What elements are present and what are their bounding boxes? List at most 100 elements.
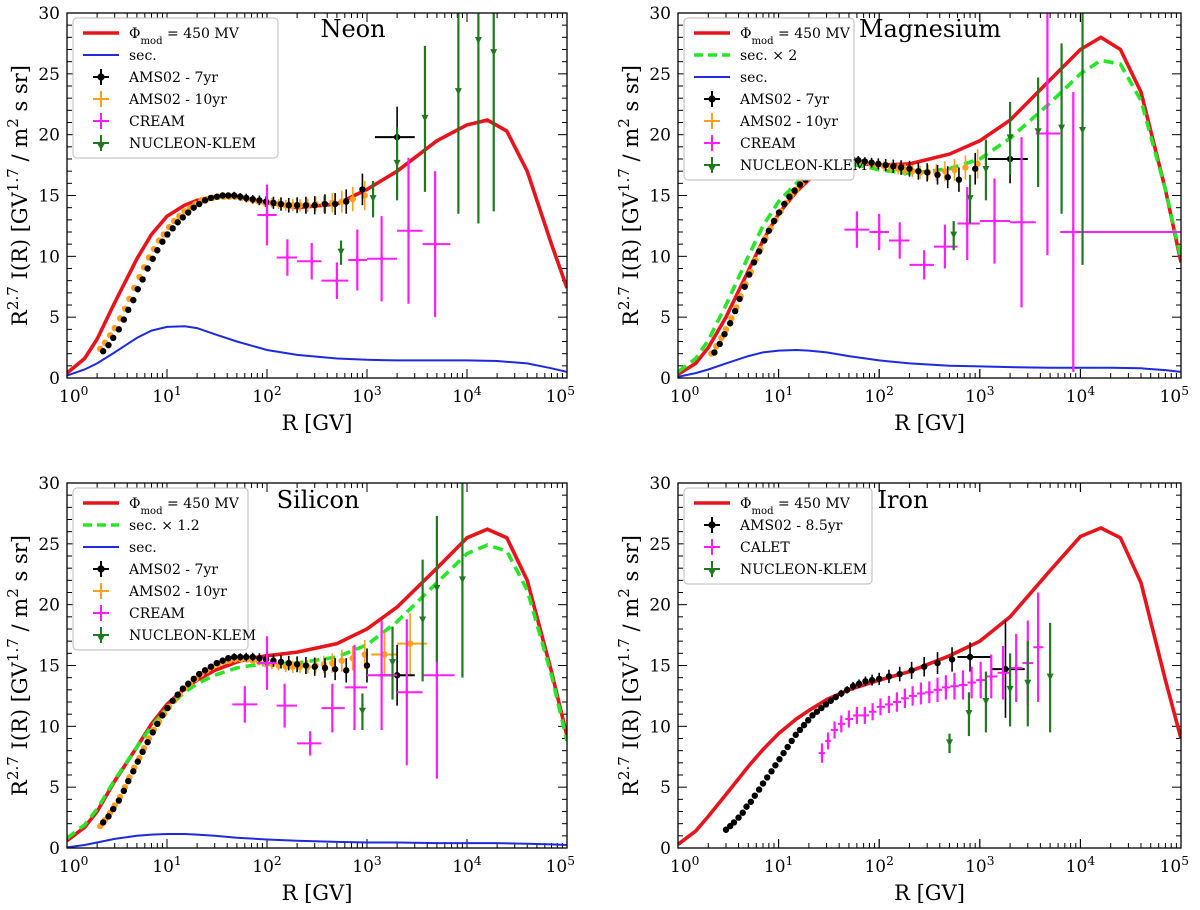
data-point xyxy=(249,652,256,662)
data-point xyxy=(838,689,845,698)
data-point xyxy=(825,732,831,750)
legend-item-nucleon-klem: NUCLEON-KLEM xyxy=(704,157,867,174)
marker xyxy=(1046,673,1054,681)
legend-swatch-dot xyxy=(708,95,716,103)
data-point xyxy=(1058,43,1066,214)
data-point xyxy=(791,187,798,194)
data-point xyxy=(293,197,301,214)
data-point xyxy=(154,720,161,728)
data-point xyxy=(207,194,215,202)
data-point xyxy=(1079,13,1087,265)
legend-label: CREAM xyxy=(740,136,796,152)
series-ams02-7yr xyxy=(99,106,415,355)
data-point xyxy=(916,682,926,705)
marker xyxy=(730,819,738,826)
marker xyxy=(105,341,112,349)
data-point xyxy=(367,216,398,302)
marker xyxy=(219,192,226,199)
data-point xyxy=(185,209,192,216)
data-point xyxy=(920,656,928,677)
axis-ticks xyxy=(677,12,1182,379)
marker xyxy=(843,686,851,694)
marker xyxy=(755,248,763,255)
data-point xyxy=(951,159,958,181)
data-point xyxy=(997,646,1011,700)
y-tick-label: 10 xyxy=(649,247,671,267)
marker xyxy=(120,316,128,323)
data-point xyxy=(134,758,141,765)
marker xyxy=(99,819,107,826)
data-point xyxy=(971,152,979,185)
legend-label: Φmod = 450 MV xyxy=(740,26,851,47)
x-tick-label: 101 xyxy=(152,854,181,877)
data-point xyxy=(285,655,292,671)
marker xyxy=(139,276,146,283)
marker xyxy=(285,202,292,209)
data-point xyxy=(827,697,834,704)
marker xyxy=(786,193,793,200)
y-tick-label: 30 xyxy=(649,4,671,24)
data-point xyxy=(348,229,367,291)
data-point xyxy=(249,194,256,204)
legend-swatch-dot xyxy=(97,565,105,573)
marker xyxy=(838,690,845,697)
y-axis-label: R2.7 I(R) [GV1.7 / m2 s sr] xyxy=(615,65,643,326)
data-point xyxy=(311,196,318,215)
x-tick-label: 100 xyxy=(59,384,88,407)
data-point xyxy=(822,701,830,708)
data-point xyxy=(755,786,763,793)
data-point xyxy=(419,559,427,682)
data-point xyxy=(730,819,738,826)
marker xyxy=(796,181,804,188)
legend-label: AMS02 - 10yr xyxy=(739,114,838,130)
data-point xyxy=(944,166,951,189)
marker xyxy=(231,653,238,661)
data-point xyxy=(243,652,250,662)
marker xyxy=(164,231,171,238)
marker xyxy=(421,114,429,122)
y-tick-label: 10 xyxy=(649,717,671,737)
marker xyxy=(971,165,979,172)
plot-area xyxy=(67,13,567,377)
marker xyxy=(735,814,742,821)
data-point xyxy=(888,222,910,259)
series-nucleon-klem xyxy=(337,13,498,265)
y-tick-label: 25 xyxy=(649,535,671,555)
data-point xyxy=(159,712,166,719)
data-point xyxy=(711,349,718,356)
data-point xyxy=(232,686,258,723)
data-point xyxy=(781,200,788,208)
series-cream xyxy=(844,13,1181,372)
data-point xyxy=(344,644,367,730)
data-point xyxy=(925,681,934,704)
marker xyxy=(915,167,922,175)
y-tick-label: 25 xyxy=(38,65,60,85)
marker xyxy=(159,238,166,245)
marker xyxy=(311,202,318,209)
marker xyxy=(784,743,791,751)
marker xyxy=(868,676,876,684)
legend-item-sec: sec. xyxy=(694,70,768,86)
data-point xyxy=(219,657,226,664)
marker xyxy=(966,653,974,661)
marker xyxy=(731,307,739,315)
series-nucleon-klem xyxy=(946,622,1054,754)
data-point xyxy=(302,196,310,214)
marker xyxy=(955,176,963,183)
marker xyxy=(726,320,734,327)
marker xyxy=(965,710,973,718)
legend-label: sec. xyxy=(129,48,157,64)
marker xyxy=(225,192,232,199)
data-point xyxy=(99,348,107,355)
data-point xyxy=(745,271,753,278)
marker xyxy=(966,195,974,203)
data-point xyxy=(853,706,862,724)
data-point xyxy=(722,826,730,833)
y-tick-label: 0 xyxy=(49,369,60,389)
data-point xyxy=(474,13,482,224)
marker xyxy=(219,657,226,664)
x-tick-label: 102 xyxy=(252,384,281,407)
data-point xyxy=(110,805,117,813)
